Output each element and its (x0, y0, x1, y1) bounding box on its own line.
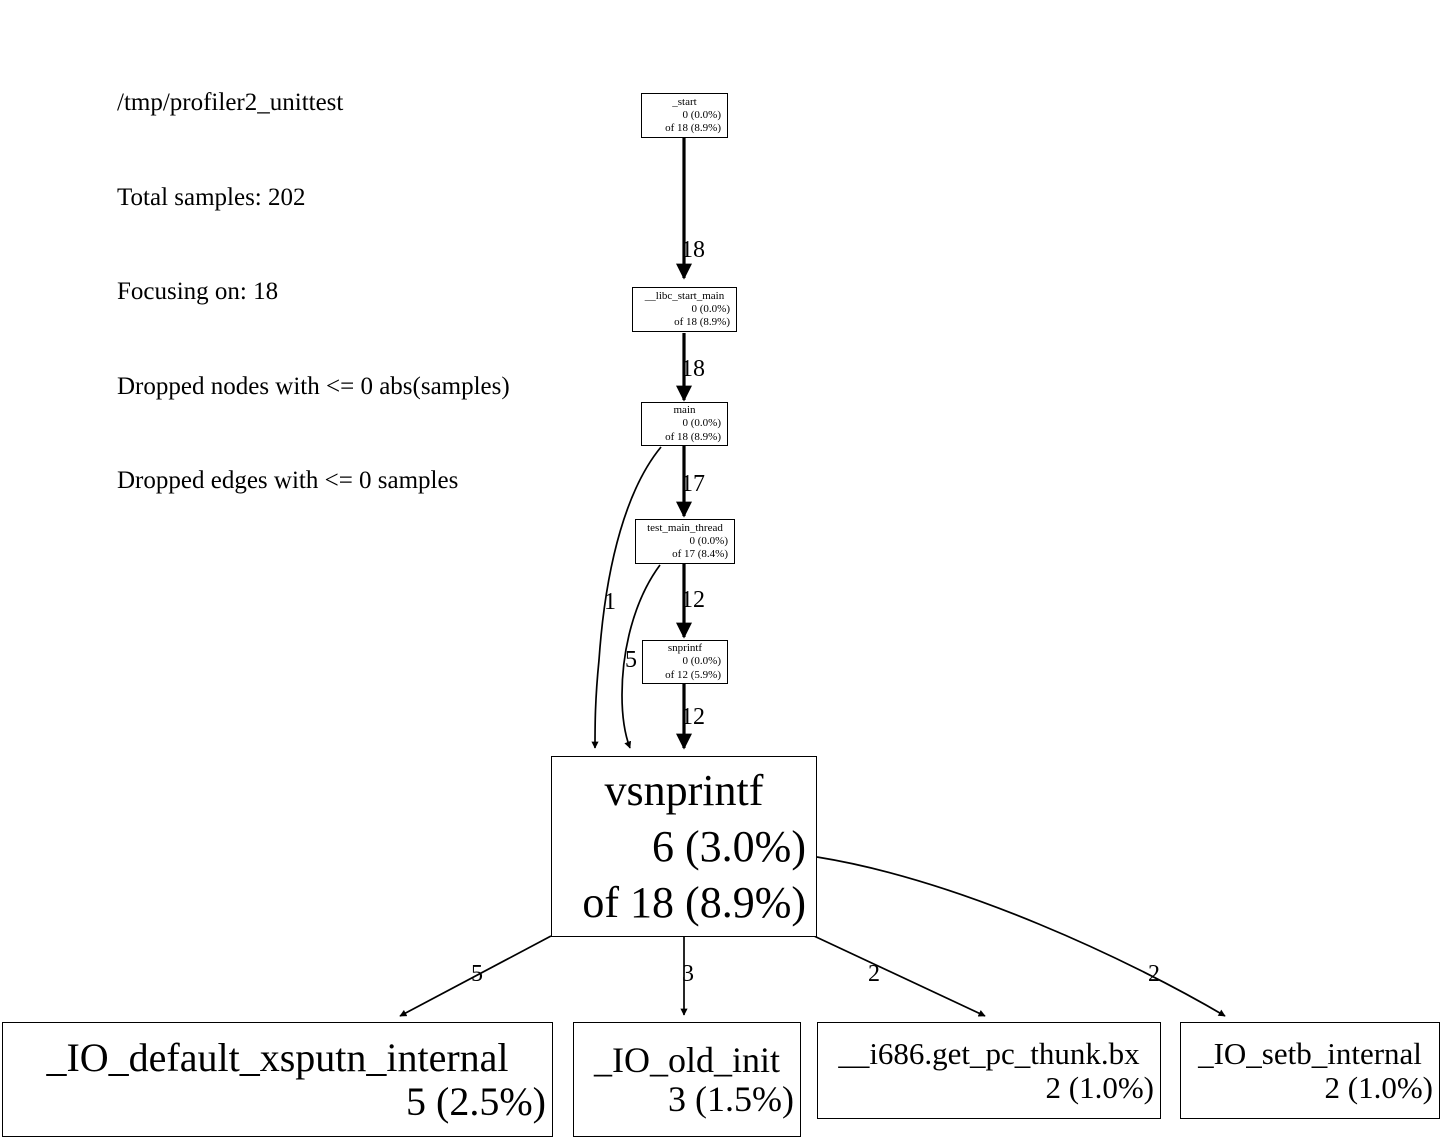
node-test-main-thread[interactable]: test_main_thread 0 (0.0%) of 17 (8.4%) (635, 519, 735, 564)
edge-label-main-vsnprintf: 1 (604, 589, 616, 615)
node-snprintf-name: snprintf (667, 642, 703, 655)
edge-label-vsnprintf-io-setb: 2 (1148, 961, 1160, 987)
edge-label-test-main-thread-vsnprintf: 5 (625, 647, 637, 673)
edge-vsnprintf-to-i686-get-pc-thunk (813, 935, 986, 1017)
node-test-main-thread-name: test_main_thread (647, 521, 723, 534)
node-main-self: 0 (0.0%) (682, 417, 722, 430)
node-vsnprintf[interactable]: vsnprintf 6 (3.0%) of 18 (8.9%) (551, 756, 817, 937)
node-io-setb-internal[interactable]: _IO_setb_internal 2 (1.0%) (1180, 1022, 1440, 1119)
node-io-old-init[interactable]: _IO_old_init 3 (1.5%) (573, 1022, 801, 1137)
edge-test-main-thread-to-vsnprintf (621, 564, 661, 749)
node-main[interactable]: main 0 (0.0%) of 18 (8.9%) (641, 402, 728, 446)
node-start-name: _start (672, 95, 697, 108)
node-io-setb-internal-self: 2 (1.0%) (1324, 1069, 1433, 1105)
node-libc-start-main-total: of 18 (8.9%) (674, 316, 730, 329)
node-snprintf-self: 0 (0.0%) (682, 655, 722, 668)
node-start-total: of 18 (8.9%) (665, 122, 721, 135)
node-io-default-xsputn-internal-self: 5 (2.5%) (406, 1078, 546, 1124)
edge-label-libc-main: 18 (681, 356, 705, 382)
edge-vsnprintf-to-io-setb (816, 856, 1226, 1017)
node-vsnprintf-total: of 18 (8.9%) (582, 877, 806, 927)
legend-focusing-on: Focusing on: 18 (117, 278, 279, 305)
node-test-main-thread-total: of 17 (8.4%) (672, 548, 728, 561)
edge-label-vsnprintf-i686-get-pc-thunk: 2 (868, 961, 880, 987)
node-libc-start-main-self: 0 (0.0%) (691, 302, 731, 315)
node-vsnprintf-name: vsnprintf (604, 765, 764, 815)
node-io-default-xsputn-internal-name: _IO_default_xsputn_internal (46, 1035, 509, 1081)
node-i686-get-pc-thunk-bx[interactable]: __i686.get_pc_thunk.bx 2 (1.0%) (817, 1022, 1161, 1119)
legend-binary-path: /tmp/profiler2_unittest (117, 89, 344, 116)
node-start-self: 0 (0.0%) (682, 108, 722, 121)
node-libc-start-main-name: __libc_start_main (644, 289, 725, 302)
node-snprintf[interactable]: snprintf 0 (0.0%) of 12 (5.9%) (642, 640, 728, 684)
edge-label-vsnprintf-io-default-xsputn: 5 (471, 961, 483, 987)
node-main-total: of 18 (8.9%) (665, 430, 721, 443)
legend-dropped-edges: Dropped edges with <= 0 samples (117, 467, 459, 494)
node-start[interactable]: _start 0 (0.0%) of 18 (8.9%) (641, 93, 728, 138)
node-io-setb-internal-name: _IO_setb_internal (1198, 1036, 1422, 1072)
node-snprintf-total: of 12 (5.9%) (665, 668, 721, 681)
node-io-old-init-self: 3 (1.5%) (668, 1078, 794, 1119)
node-test-main-thread-self: 0 (0.0%) (689, 534, 729, 547)
edge-label-start-libc: 18 (681, 237, 705, 263)
node-libc-start-main[interactable]: __libc_start_main 0 (0.0%) of 18 (8.9%) (632, 287, 737, 332)
node-io-default-xsputn-internal[interactable]: _IO_default_xsputn_internal 5 (2.5%) (2, 1022, 553, 1137)
node-i686-get-pc-thunk-bx-self: 2 (1.0%) (1045, 1069, 1154, 1105)
node-i686-get-pc-thunk-bx-name: __i686.get_pc_thunk.bx (838, 1036, 1140, 1072)
edge-label-vsnprintf-io-old-init: 3 (682, 961, 694, 987)
node-vsnprintf-self: 6 (3.0%) (652, 821, 806, 871)
edge-label-snprintf-vsnprintf: 12 (681, 704, 705, 730)
node-main-name: main (673, 404, 696, 417)
edge-vsnprintf-to-io-default-xsputn (399, 935, 552, 1017)
legend-dropped-nodes: Dropped nodes with <= 0 abs(samples) (117, 372, 510, 400)
graph-legend: /tmp/profiler2_unittest Total samples: 2… (117, 24, 510, 560)
node-io-old-init-name: _IO_old_init (594, 1039, 780, 1080)
edge-label-test-main-thread-snprintf: 12 (681, 587, 705, 613)
edge-label-main-test-main-thread: 17 (681, 471, 705, 497)
edge-main-to-vsnprintf (591, 446, 662, 749)
legend-total-samples: Total samples: 202 (117, 183, 306, 211)
